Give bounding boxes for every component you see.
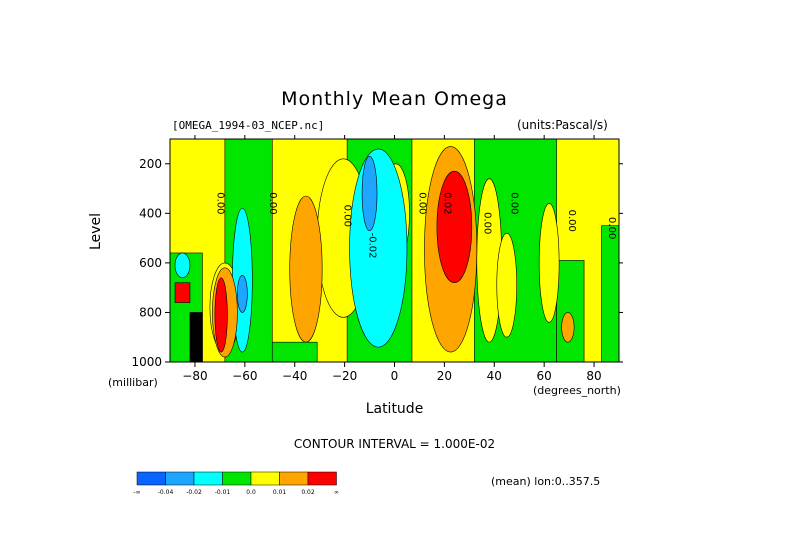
- contour-region-22: [561, 312, 575, 343]
- y-tick-label-3: 800: [139, 305, 162, 319]
- contour-region-14: [349, 148, 408, 348]
- x-tick-label-2: −40: [282, 369, 307, 383]
- contour-region-21: [212, 267, 238, 358]
- contour-region-16: [174, 252, 191, 279]
- contour-region-1: [224, 139, 273, 362]
- legend-label-1: -0.04: [158, 489, 174, 496]
- chart-title: Monthly Mean Omega: [281, 88, 508, 110]
- legend-label-3: -0.01: [215, 489, 231, 496]
- x-axis-label: Latitude: [365, 401, 424, 417]
- contour-label-0: 0.00: [214, 192, 225, 214]
- contour-region-4: [170, 252, 203, 362]
- legend-label-7: ∞: [334, 489, 339, 496]
- mean-longitude-label: (mean) lon:0..357.5: [491, 475, 601, 488]
- contour-region-18: [237, 274, 248, 313]
- units-label: (units:Pascal/s): [517, 118, 608, 132]
- contour-region-15: [232, 208, 253, 353]
- legend-swatch-0: [136, 471, 166, 486]
- legend-label-2: -0.02: [186, 489, 202, 496]
- contour-region-19: [289, 195, 323, 343]
- plot-frame: [169, 138, 620, 363]
- x-tick-label-6: 40: [487, 369, 502, 383]
- contour-label-4: 0.00: [416, 192, 427, 214]
- x-tick-label-4: 0: [391, 369, 399, 383]
- y-tick-label-4: 1000: [131, 355, 162, 369]
- contour-region-26: [189, 312, 203, 362]
- source-file-label: [OMEGA_1994-03_NCEP.nc]: [172, 119, 325, 132]
- contour-region-24: [214, 277, 228, 353]
- contour-region-7: [601, 225, 619, 362]
- y-axis-units: (millibar): [108, 376, 158, 389]
- legend-label-0: -∞: [133, 489, 140, 496]
- legend-swatch-1: [165, 471, 195, 486]
- contour-region-20: [424, 146, 478, 353]
- y-tick-label-0: 200: [139, 157, 162, 171]
- contour-label-1: 0.00: [267, 192, 278, 214]
- contour-region-5: [271, 341, 318, 362]
- contour-label-5: 0.02: [441, 192, 452, 214]
- legend-swatch-3: [222, 471, 252, 486]
- y-tick-label-2: 600: [139, 256, 162, 270]
- contour-region-8: [316, 158, 370, 318]
- x-tick-label-7: 60: [537, 369, 552, 383]
- contour-label-6: 0.00: [481, 212, 492, 234]
- legend-swatch-5: [279, 471, 309, 486]
- contour-region-0: [170, 139, 619, 362]
- contour-region-3: [474, 139, 557, 362]
- legend-label-6: 0.02: [301, 489, 315, 496]
- contour-region-2: [346, 139, 413, 362]
- x-tick-label-8: 80: [586, 369, 601, 383]
- x-tick-label-5: 20: [437, 369, 452, 383]
- contour-region-11: [496, 232, 518, 338]
- contour-region-12: [538, 203, 560, 323]
- contour-region-25: [174, 282, 191, 303]
- x-tick-label-0: −80: [182, 369, 207, 383]
- x-tick-label-1: −60: [232, 369, 257, 383]
- contour-region-10: [476, 178, 503, 343]
- contour-region-6: [556, 260, 585, 362]
- legend-swatch-4: [250, 471, 280, 486]
- contour-region-23: [436, 170, 473, 284]
- plot-area: 0.00 0.00 0.00 -0.02 0.00 0.02 0.00 0.00 0.00 0.0…: [170, 139, 619, 362]
- contour-region-17: [361, 156, 378, 231]
- legend-swatch-6: [307, 471, 337, 486]
- contour-label-3: -0.02: [367, 233, 378, 259]
- x-axis-units: (degrees_north): [533, 384, 621, 397]
- contour-label-8: 0.00: [566, 210, 577, 232]
- x-tick-label-3: −20: [332, 369, 357, 383]
- legend-label-5: 0.01: [273, 489, 287, 496]
- y-axis-label: Level: [88, 213, 104, 250]
- y-tick-label-1: 400: [139, 206, 162, 220]
- contour-label-7: 0.00: [509, 192, 520, 214]
- legend-label-4: 0.0: [246, 489, 256, 496]
- contour-label-9: 0.00: [606, 217, 617, 239]
- contour-interval-label: CONTOUR INTERVAL = 1.000E-02: [293, 437, 496, 451]
- contour-label-2: 0.00: [342, 205, 353, 227]
- contour-region-9: [381, 163, 410, 264]
- legend-swatch-2: [193, 471, 223, 486]
- contour-region-13: [209, 262, 241, 353]
